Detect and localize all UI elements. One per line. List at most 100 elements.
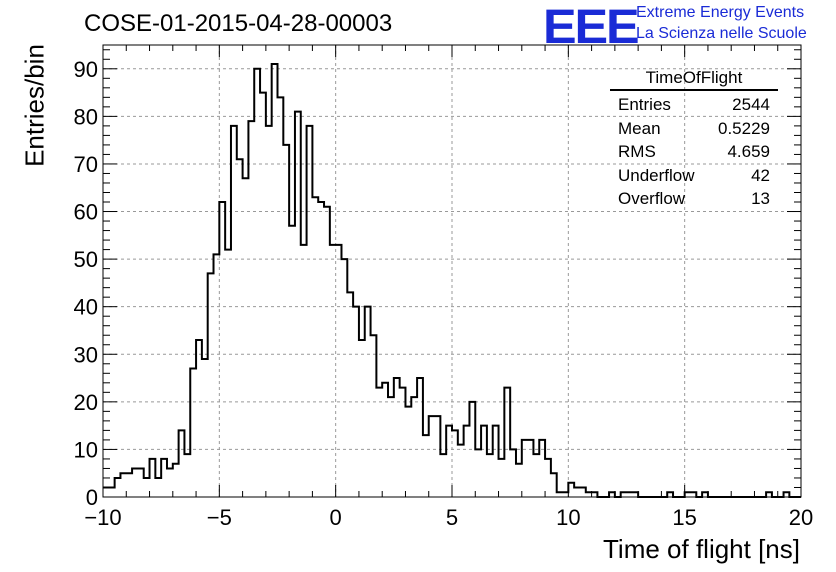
y-tick-label: 10 xyxy=(74,437,98,462)
histogram-bin xyxy=(365,307,371,497)
histogram-bin xyxy=(347,292,353,497)
histogram-bin xyxy=(115,478,121,497)
x-tick-label: 20 xyxy=(789,505,813,530)
histogram-bin xyxy=(411,397,417,497)
histogram-bin xyxy=(690,492,696,497)
stats-row-mean: Mean 0.5229 xyxy=(610,117,778,141)
histogram-bin xyxy=(563,492,569,497)
histogram-bin xyxy=(702,492,708,497)
stats-row-rms: RMS 4.659 xyxy=(610,140,778,164)
eee-logo: EEE xyxy=(543,1,640,54)
histogram-bin xyxy=(132,468,138,497)
histogram-bin xyxy=(126,473,132,497)
y-tick-label: 40 xyxy=(74,295,98,320)
histogram-bin xyxy=(435,416,441,497)
y-axis-label: Entries/bin xyxy=(19,44,50,167)
stats-label: Overflow xyxy=(618,189,686,208)
histogram-bin xyxy=(120,473,126,497)
stats-row-overflow: Overflow 13 xyxy=(610,187,778,211)
stats-value: 0.5229 xyxy=(718,118,770,138)
histogram-bin xyxy=(627,492,633,497)
stats-value: 13 xyxy=(751,189,770,208)
histogram-bin xyxy=(184,454,190,497)
histogram-bin xyxy=(621,492,627,497)
histogram-bin xyxy=(278,97,284,497)
grid-lines xyxy=(103,45,801,497)
histogram-bin xyxy=(272,64,278,497)
histogram-bin xyxy=(155,478,161,497)
histogram-bin xyxy=(359,340,365,497)
histogram-bin xyxy=(592,492,598,497)
x-axis-label: Time of flight [ns] xyxy=(603,534,800,564)
histogram-bin xyxy=(481,426,487,497)
histogram-bin xyxy=(574,487,580,497)
histogram-bin xyxy=(371,335,377,497)
histogram-bin xyxy=(784,492,790,497)
stats-value: 4.659 xyxy=(727,142,770,161)
histogram-bin xyxy=(266,126,272,497)
histogram-bin xyxy=(487,454,493,497)
histogram-bin xyxy=(551,473,557,497)
histogram-bin xyxy=(667,492,673,497)
histogram-bin xyxy=(516,464,522,497)
stats-value: 42 xyxy=(751,165,770,185)
histogram-bin xyxy=(405,407,411,497)
histogram-bin xyxy=(283,145,289,497)
histogram-bin xyxy=(475,449,481,497)
histogram-bin xyxy=(330,245,336,497)
histogram-bin xyxy=(609,492,615,497)
histogram-bin xyxy=(417,378,423,497)
stats-label: Entries xyxy=(618,95,671,114)
histogram-bin xyxy=(533,454,539,497)
logo-line-2: La Scienza nelle Scuole xyxy=(636,25,807,42)
histogram-bin xyxy=(522,440,528,497)
histogram-bin xyxy=(336,245,342,497)
histogram-bin xyxy=(464,426,470,497)
histogram-bin xyxy=(161,459,167,497)
logo-line-1: Extreme Energy Events xyxy=(636,4,805,21)
histogram-bin xyxy=(429,416,435,497)
histogram-bin xyxy=(237,159,243,497)
stats-label: Underflow xyxy=(618,165,695,185)
histogram-bin xyxy=(493,426,499,497)
histogram-bin xyxy=(586,492,592,497)
histogram-bin xyxy=(469,402,475,497)
y-tick-label: 60 xyxy=(74,200,98,225)
histogram-bin xyxy=(144,478,150,497)
histogram-bin xyxy=(499,459,505,497)
histogram-bin xyxy=(458,445,464,497)
histogram-bin xyxy=(394,378,400,497)
histogram-bin xyxy=(248,121,254,497)
histogram-bin xyxy=(446,426,452,497)
y-tick-label: 0 xyxy=(86,485,98,510)
y-tick-label: 30 xyxy=(74,342,98,367)
stats-label: RMS xyxy=(618,142,656,161)
histogram-bin xyxy=(109,487,115,497)
stats-label: Mean xyxy=(618,118,661,138)
stats-row-underflow: Underflow 42 xyxy=(610,164,778,188)
histogram-bin xyxy=(150,459,156,497)
x-tick-label: 15 xyxy=(672,505,696,530)
histogram-bin xyxy=(324,207,330,497)
histogram-bin xyxy=(254,69,260,497)
histogram-bin xyxy=(225,250,231,497)
axis-tick-labels: −10 −5 0 5 10 15 20 0 10 20 30 40 50 60 70 80 90 xyxy=(74,57,814,530)
histogram-bin xyxy=(260,93,266,497)
histogram-bin xyxy=(307,126,313,497)
stats-value: 2544 xyxy=(732,95,770,114)
histogram-bin xyxy=(138,468,144,497)
y-tick-label: 70 xyxy=(74,152,98,177)
stats-box-title: TimeOfFlight xyxy=(610,68,778,91)
histogram-bin xyxy=(388,397,394,497)
y-tick-label: 80 xyxy=(74,104,98,129)
histogram-bin xyxy=(103,487,109,497)
histogram-bin xyxy=(167,468,173,497)
histogram-bin xyxy=(452,430,458,497)
histogram-bin xyxy=(504,388,510,497)
histogram-bin xyxy=(353,307,359,497)
histogram-bin xyxy=(318,202,324,497)
x-tick-label: 0 xyxy=(330,505,342,530)
histogram-bin xyxy=(190,369,196,497)
histogram-bin xyxy=(766,492,772,497)
